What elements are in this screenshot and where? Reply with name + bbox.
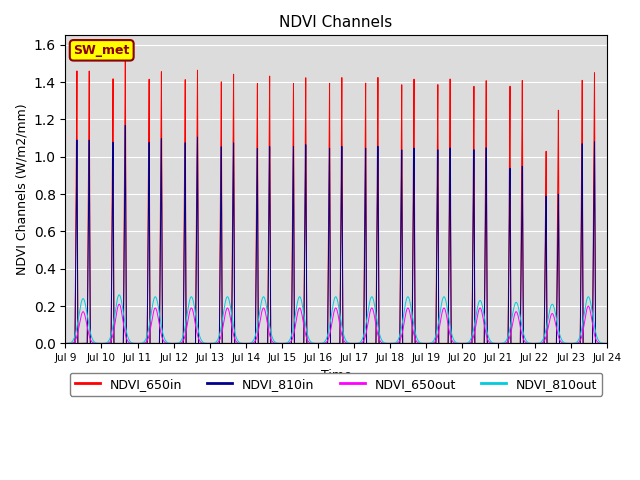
NDVI_650in (191, 340, 199, 346)
NDVI_650out (348, 340, 356, 346)
NDVI_810out (603, 340, 611, 346)
NDVI_650in (120, 185, 128, 191)
NDVI_650in (79, 340, 86, 346)
NDVI_810out (191, 310, 199, 316)
Line: NDVI_810out: NDVI_810out (65, 295, 607, 343)
NDVI_650out (61, 340, 69, 346)
Line: NDVI_650out: NDVI_650out (65, 304, 607, 343)
Text: SW_met: SW_met (74, 44, 130, 57)
NDVI_810in (191, 340, 199, 346)
NDVI_810out (531, 340, 539, 346)
NDVI_810out (79, 296, 86, 302)
NDVI_810out (348, 340, 356, 346)
Legend: NDVI_650in, NDVI_810in, NDVI_650out, NDVI_810out: NDVI_650in, NDVI_810in, NDVI_650out, NDV… (70, 372, 602, 396)
NDVI_810out (115, 292, 123, 298)
NDVI_650out (115, 301, 123, 307)
NDVI_810in (122, 122, 129, 128)
NDVI_650in (603, 340, 611, 346)
NDVI_810out (61, 340, 69, 346)
X-axis label: Time: Time (321, 369, 351, 382)
NDVI_650out (120, 327, 128, 333)
Title: NDVI Channels: NDVI Channels (280, 15, 393, 30)
NDVI_810out (120, 317, 128, 323)
NDVI_650out (79, 309, 86, 315)
NDVI_650out (191, 322, 199, 327)
NDVI_650in (61, 340, 69, 346)
NDVI_650out (603, 340, 611, 346)
NDVI_650in (180, 217, 188, 223)
NDVI_810in (120, 223, 128, 229)
Y-axis label: NDVI Channels (W/m2/mm): NDVI Channels (W/m2/mm) (15, 104, 28, 275)
NDVI_650in (348, 340, 356, 346)
NDVI_650in (531, 340, 539, 346)
NDVI_810in (348, 340, 356, 346)
NDVI_810in (180, 247, 188, 252)
NDVI_810in (531, 340, 539, 346)
NDVI_810in (79, 340, 86, 346)
NDVI_810out (180, 329, 188, 335)
NDVI_810in (603, 340, 611, 346)
NDVI_650out (180, 336, 188, 341)
NDVI_650out (531, 340, 539, 346)
Line: NDVI_650in: NDVI_650in (65, 55, 607, 343)
NDVI_650in (122, 52, 129, 58)
NDVI_810in (61, 340, 69, 346)
Line: NDVI_810in: NDVI_810in (65, 125, 607, 343)
